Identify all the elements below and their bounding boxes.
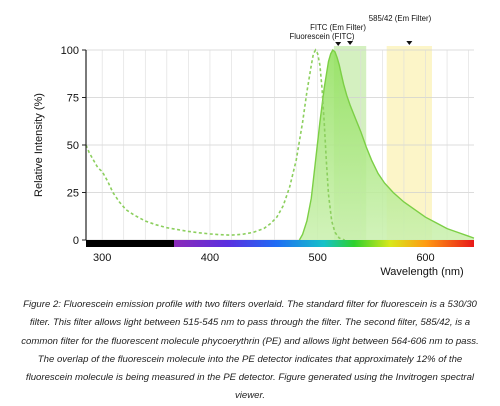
- y-tick-label: 50: [67, 140, 79, 152]
- x-tick-label: 600: [416, 252, 434, 264]
- marker-585-42: [406, 41, 413, 45]
- x-tick-label: 500: [309, 252, 327, 264]
- emission-area: [299, 50, 474, 240]
- figure-caption: Figure 2: Fluorescein emission profile w…: [21, 299, 479, 402]
- y-axis-label: Relative Intensity (%): [33, 93, 45, 197]
- x-tick-label: 300: [93, 252, 111, 264]
- marker-fitc-em: [347, 41, 354, 45]
- annotation-fluorescein: Fluorescein (FITC): [290, 32, 355, 41]
- annotation-585-42: 585/42 (Em Filter): [369, 14, 432, 23]
- x-axis-label: Wavelength (nm): [380, 266, 463, 278]
- spectrum-chart: 0 25 50 75 100 300 400 500 600 Wavelength (nm) Rel…: [33, 14, 475, 278]
- spectrum-bar-uv: [86, 240, 174, 247]
- marker-fluorescein: [335, 42, 342, 46]
- y-tick-label: 100: [61, 45, 79, 57]
- y-tick-label: 0: [73, 235, 79, 247]
- spectrum-bar-visible: [174, 240, 474, 247]
- annotation-fitc-em: FITC (Em Filter): [310, 23, 366, 32]
- x-tick-label: 400: [201, 252, 219, 264]
- emission-line: [298, 48, 475, 241]
- y-tick-label: 25: [67, 188, 79, 200]
- y-tick-label: 75: [67, 93, 79, 105]
